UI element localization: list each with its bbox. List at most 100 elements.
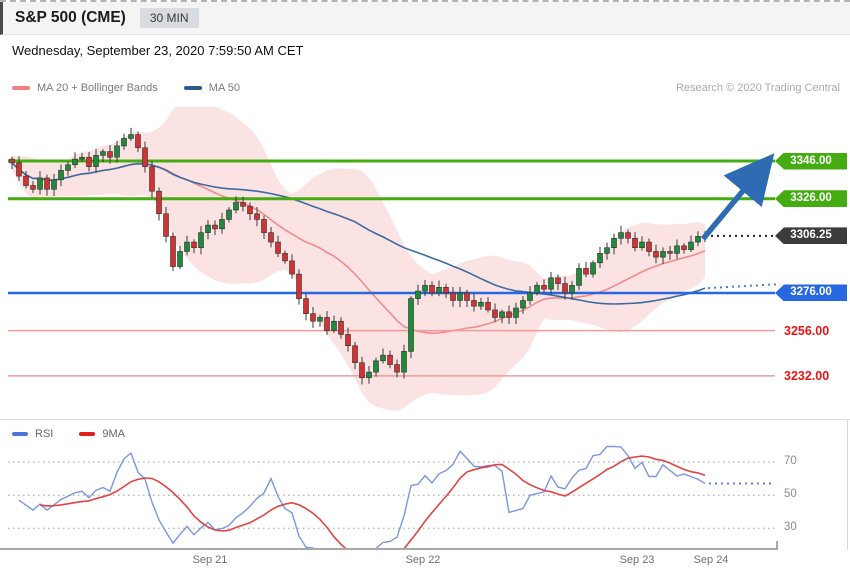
candle (646, 241, 652, 252)
rsi-legend: RSI 9MA (12, 427, 151, 441)
candle (51, 179, 57, 190)
copyright-text: Research © 2020 Trading Central (675, 82, 840, 94)
candle (667, 251, 673, 254)
candle (534, 285, 540, 294)
candle (30, 185, 36, 190)
candle (177, 251, 183, 267)
candle (9, 158, 15, 164)
candle (436, 286, 442, 294)
candle (415, 290, 421, 299)
candle (44, 177, 50, 190)
candle (387, 354, 393, 365)
candle (163, 213, 169, 237)
candle (72, 158, 78, 166)
legend-item-ma20-bollinger: MA 20 + Bollinger Bands (12, 82, 158, 94)
candle (324, 317, 330, 331)
candle (184, 241, 190, 252)
candle (16, 162, 22, 177)
candle (429, 285, 435, 294)
candle (149, 166, 155, 192)
rsi-legend-marker-icon (12, 432, 28, 436)
candle (695, 236, 701, 243)
legend-item-9ma: 9MA (79, 428, 125, 440)
datetime-text: Wednesday, September 23, 2020 7:59:50 AM… (12, 43, 304, 58)
instrument-title: S&P 500 (CME) (15, 9, 126, 26)
candle (289, 260, 295, 275)
candle (345, 334, 351, 347)
candle (247, 205, 253, 215)
candle (359, 362, 365, 379)
candle (401, 351, 407, 373)
x-axis-label-sep-24: Sep 24 (693, 554, 729, 566)
candle (457, 292, 463, 301)
candle (170, 236, 176, 267)
candle (233, 202, 239, 211)
price-level-tag-3326.00: 3326.00 (775, 190, 847, 208)
candle (380, 354, 386, 362)
candle (212, 224, 218, 230)
candle (121, 138, 127, 147)
legend-item-rsi: RSI (12, 428, 53, 440)
price-level-tag-3306.25: 3306.25 (775, 227, 847, 245)
candle (240, 202, 246, 207)
rsi-line (18, 445, 706, 549)
candle (317, 317, 323, 322)
candle (275, 241, 281, 254)
candle (520, 300, 526, 309)
candle (65, 164, 71, 171)
candle (688, 241, 694, 250)
candle (492, 309, 498, 318)
candle (331, 320, 337, 331)
candle (611, 237, 617, 249)
candle (653, 251, 659, 258)
candle (632, 237, 638, 249)
ma50-projection-dotted-line (707, 283, 781, 290)
price-level-tag-3276.00: 3276.00 (775, 284, 847, 302)
candle (513, 307, 519, 318)
candle (562, 283, 568, 294)
candle (128, 134, 134, 139)
candle (37, 177, 43, 190)
candle (527, 292, 533, 301)
candle (408, 298, 414, 352)
candle (310, 313, 316, 322)
legend-item-ma50: MA 50 (183, 82, 240, 94)
candle (261, 219, 267, 233)
candle (282, 253, 288, 262)
candle (590, 262, 596, 275)
candle (674, 245, 680, 254)
x-axis-label-sep-23: Sep 23 (619, 554, 655, 566)
candle (58, 170, 64, 181)
candle (23, 175, 29, 186)
legend-label-ma50: MA 50 (208, 82, 240, 94)
price-chart-canvas (8, 107, 781, 411)
legend-label-9ma: 9MA (102, 428, 125, 440)
candle (191, 241, 197, 249)
candle (639, 241, 645, 249)
candle (114, 145, 120, 158)
candle (394, 364, 400, 373)
timeframe-badge[interactable]: 30 MIN (139, 8, 199, 28)
candle (506, 311, 512, 318)
candle (226, 209, 232, 220)
x-axis-end-tick (776, 541, 778, 550)
candle (625, 232, 631, 239)
candle (541, 285, 547, 290)
candle (254, 213, 260, 220)
candle (352, 345, 358, 363)
candle (443, 286, 449, 294)
price-level-text-3256.00: 3256.00 (784, 323, 830, 338)
candle (268, 232, 274, 243)
candle (597, 253, 603, 264)
candle (156, 190, 162, 215)
candle (583, 268, 589, 275)
candle (86, 156, 92, 167)
candle (422, 285, 428, 292)
candle (478, 302, 484, 307)
price-level-tag-3346.00: 3346.00 (775, 152, 847, 170)
candle (555, 277, 561, 284)
rsi-chart-canvas (8, 445, 775, 549)
candle (373, 360, 379, 373)
candle (142, 147, 148, 167)
